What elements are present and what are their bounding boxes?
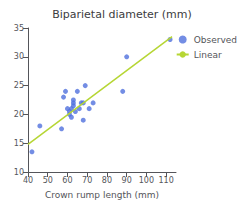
svg-text:25: 25: [14, 81, 24, 90]
svg-text:50: 50: [43, 176, 53, 185]
svg-text:Observed: Observed: [194, 35, 237, 45]
svg-text:90: 90: [122, 176, 132, 185]
svg-text:110: 110: [158, 176, 173, 185]
svg-text:70: 70: [82, 176, 92, 185]
svg-text:10: 10: [13, 167, 24, 177]
svg-text:100: 100: [139, 176, 154, 185]
svg-text:Crown rump length (mm): Crown rump length (mm): [45, 190, 159, 200]
svg-text:Biparietal diameter (mm): Biparietal diameter (mm): [52, 8, 192, 21]
svg-text:30: 30: [14, 52, 24, 61]
svg-text:15: 15: [14, 139, 24, 148]
svg-text:Linear: Linear: [194, 50, 222, 60]
svg-text:80: 80: [102, 176, 112, 185]
svg-text:35: 35: [14, 24, 24, 33]
svg-text:20: 20: [14, 110, 24, 119]
svg-text:60: 60: [62, 176, 72, 185]
svg-text:40: 40: [23, 176, 33, 185]
